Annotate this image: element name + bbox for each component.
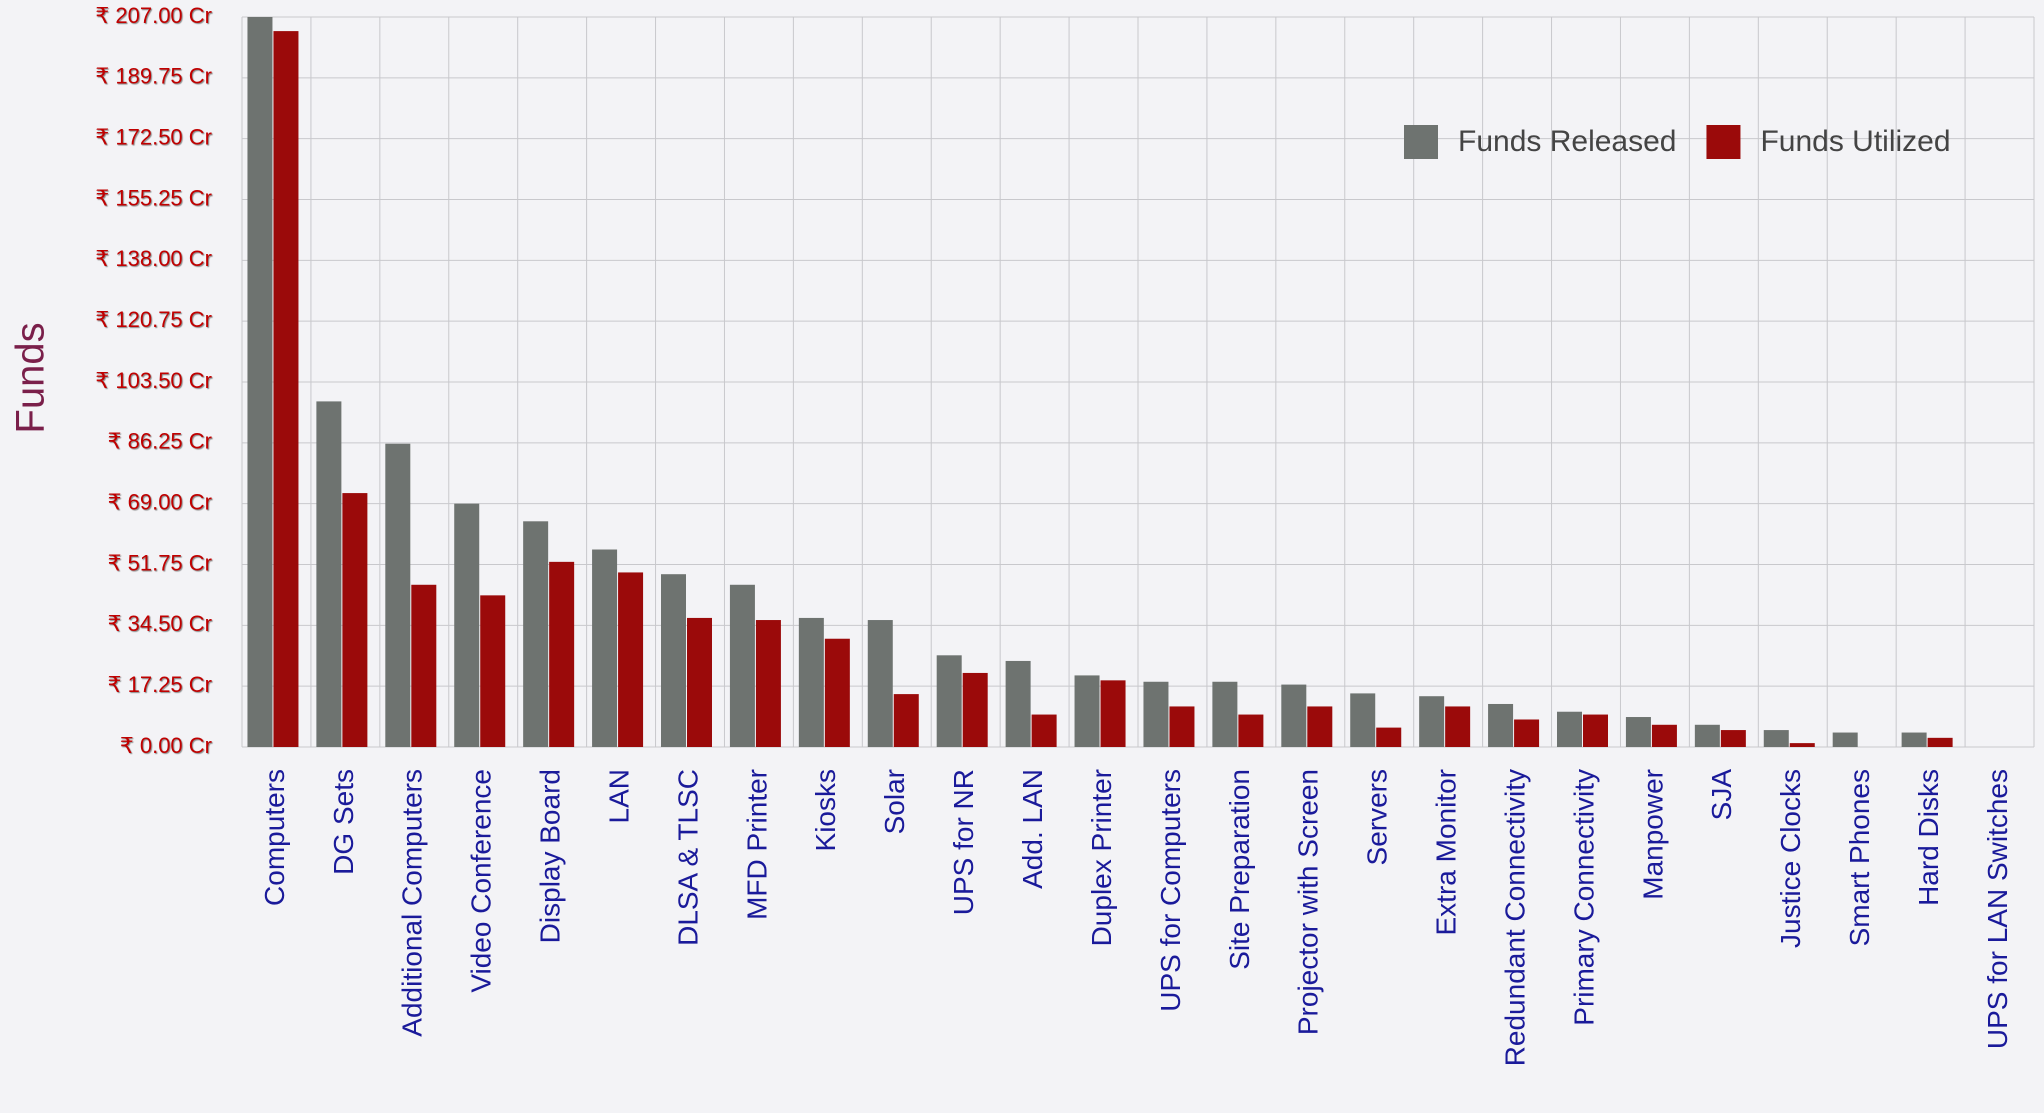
x-tick-label: Duplex Printer (1086, 769, 1117, 946)
bar (247, 17, 273, 747)
bar (1625, 717, 1651, 747)
bar (1927, 737, 1953, 747)
legend-label: Funds Utilized (1760, 125, 1950, 158)
bar (1419, 696, 1445, 747)
bar (1789, 743, 1815, 747)
legend-swatch (1404, 125, 1438, 159)
x-tick-label: DG Sets (328, 769, 359, 875)
x-tick-label: Servers (1362, 769, 1393, 865)
bar (1583, 714, 1608, 747)
bar (1832, 732, 1858, 747)
bar (962, 672, 988, 747)
y-tick-label: ₹ 51.75 Cr (108, 550, 213, 575)
bar (1212, 681, 1238, 747)
bar (729, 584, 755, 747)
x-tick-label: DLSA & TLSC (672, 769, 703, 946)
bar (273, 31, 299, 748)
bar (454, 503, 480, 747)
x-tick-label: Additional Computers (397, 769, 428, 1037)
y-tick-label: ₹ 17.25 Cr (108, 672, 213, 697)
bar (893, 694, 919, 747)
bar (1651, 724, 1677, 747)
bar (1005, 660, 1031, 747)
bar (1557, 711, 1582, 747)
y-tick-label: ₹ 138.00 Cr (95, 246, 212, 271)
x-tick-label: Extra Monitor (1431, 769, 1462, 936)
bar (936, 655, 962, 747)
bar (316, 401, 342, 747)
bar (1100, 680, 1126, 747)
bar (1307, 706, 1333, 747)
y-tick-label: ₹ 120.75 Cr (95, 307, 212, 332)
bar (385, 443, 411, 747)
bar (1901, 732, 1927, 747)
bar (618, 572, 644, 747)
bar (1720, 730, 1746, 747)
y-tick-label: ₹ 172.50 Cr (95, 124, 212, 149)
x-tick-label: Projector with Screen (1293, 769, 1324, 1035)
y-tick-label: ₹ 155.25 Cr (95, 185, 212, 210)
x-tick-label: Add. LAN (1017, 769, 1048, 889)
x-tick-label: Video Conference (466, 769, 497, 993)
x-tick-label: Primary Connectivity (1568, 769, 1599, 1026)
bar (523, 521, 549, 747)
bar (411, 584, 437, 747)
y-axis-title: Funds (9, 322, 53, 433)
x-tick-label: UPS for LAN Switches (1982, 769, 2013, 1049)
x-tick-label: SJA (1706, 769, 1737, 821)
x-tick-label: Manpower (1637, 769, 1668, 900)
bar (661, 574, 686, 747)
x-tick-label: LAN (603, 769, 634, 823)
bar (1074, 675, 1100, 747)
legend-label: Funds Released (1458, 125, 1676, 158)
y-tick-label: ₹ 189.75 Cr (95, 64, 212, 89)
bar (1763, 730, 1789, 747)
bar (755, 620, 781, 747)
x-tick-label: Computers (259, 769, 290, 906)
x-tick-label: Hard Disks (1913, 769, 1944, 906)
x-tick-label: MFD Printer (741, 769, 772, 920)
x-tick-label: UPS for Computers (1155, 769, 1186, 1012)
x-tick-label: Kiosks (810, 769, 841, 851)
x-tick-label: Solar (879, 769, 910, 834)
bar (480, 595, 506, 747)
bar (1350, 693, 1376, 747)
bar (687, 617, 712, 747)
x-tick-label: Justice Clocks (1775, 769, 1806, 948)
y-tick-label: ₹ 34.50 Cr (108, 611, 213, 636)
bar (1238, 714, 1264, 747)
bar (1514, 719, 1540, 747)
bar (549, 561, 575, 747)
x-tick-label: Display Board (535, 769, 566, 943)
bar (1031, 714, 1057, 747)
x-tick-label: UPS for NR (948, 769, 979, 915)
y-tick-label: ₹ 86.25 Cr (108, 429, 213, 454)
bar (1376, 727, 1402, 747)
y-tick-label: ₹ 69.00 Cr (108, 489, 213, 514)
bar (1143, 681, 1169, 747)
bar (342, 493, 368, 747)
bar (1694, 724, 1720, 747)
bar (1445, 706, 1471, 747)
x-tick-label: Smart Phones (1844, 769, 1875, 946)
y-tick-label: ₹ 0.00 Cr (120, 733, 212, 758)
y-tick-label: ₹ 103.50 Cr (95, 368, 212, 393)
bar (824, 638, 850, 747)
x-tick-label: Redundant Connectivity (1499, 769, 1530, 1066)
bar (1488, 703, 1514, 747)
x-tick-label: Site Preparation (1224, 769, 1255, 970)
bar (1169, 706, 1195, 747)
bar (592, 549, 618, 747)
bar (798, 617, 824, 747)
y-tick-label: ₹ 207.00 Cr (95, 3, 212, 28)
legend-swatch (1706, 125, 1741, 159)
bar (867, 620, 893, 747)
bar (1281, 684, 1307, 747)
